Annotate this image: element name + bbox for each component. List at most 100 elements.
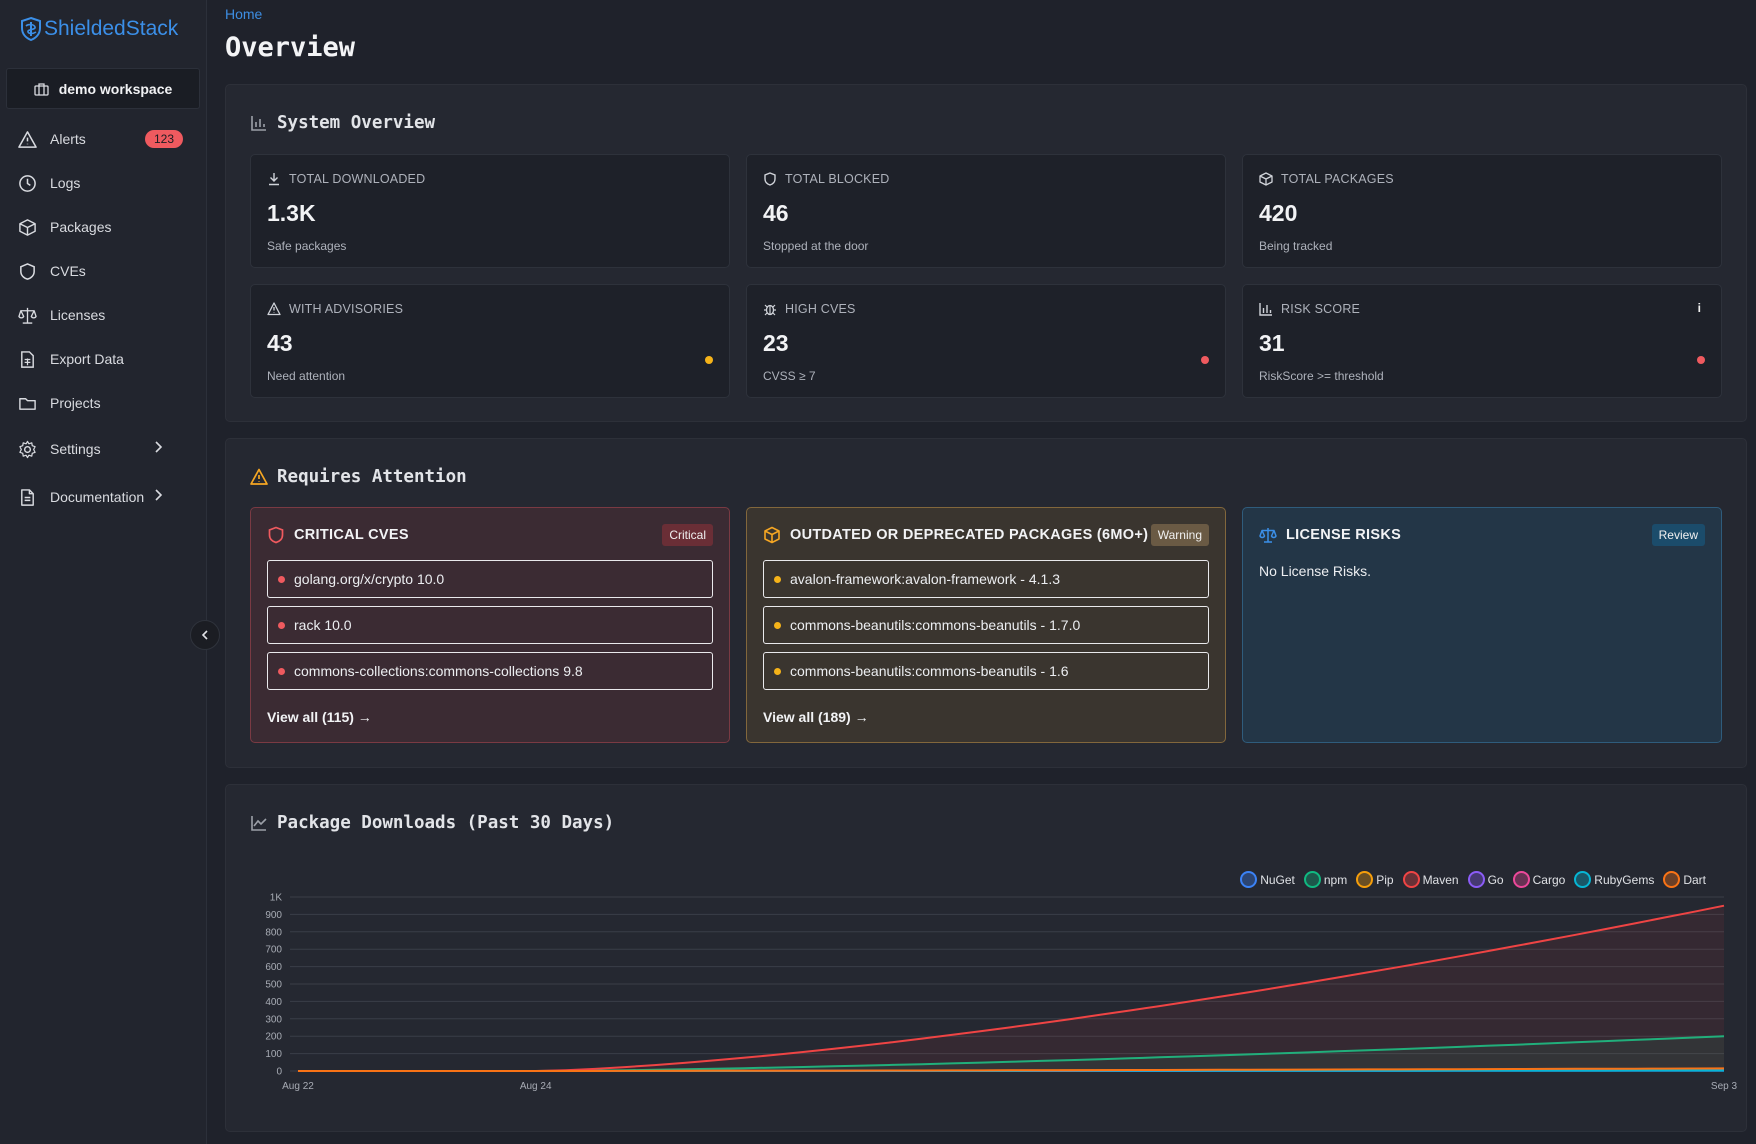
stat-value: 31 xyxy=(1259,330,1285,356)
stat-value: 1.3K xyxy=(267,200,316,226)
shield-icon xyxy=(20,262,35,280)
bug-icon xyxy=(764,304,776,316)
legend-swatch xyxy=(1512,871,1530,888)
scale-icon xyxy=(1259,528,1277,543)
legend-swatch xyxy=(1303,871,1321,888)
app-name: ShieldedStack xyxy=(44,17,179,40)
y-tick-label: 400 xyxy=(265,997,282,1008)
legend-swatch xyxy=(1240,871,1258,888)
stat-value: 46 xyxy=(763,200,789,226)
stat-label: WITH ADVISORIES xyxy=(289,302,404,316)
legend-item[interactable]: Dart xyxy=(1663,871,1706,888)
gear-icon xyxy=(19,440,36,458)
list-item[interactable]: golang.org/x/crypto 10.0 xyxy=(267,560,713,598)
card-title: LICENSE RISKS xyxy=(1286,527,1402,543)
status-dot xyxy=(278,667,285,675)
view-all-link[interactable]: View all (115) → xyxy=(267,709,372,725)
status-dot xyxy=(1201,356,1209,364)
status-dot xyxy=(774,621,781,629)
info-icon[interactable]: i xyxy=(1697,301,1701,315)
legend-item[interactable]: Maven xyxy=(1402,871,1459,888)
card-title: OUTDATED OR DEPRECATED PACKAGES (6MO+) xyxy=(790,527,1149,543)
legend-item[interactable]: Go xyxy=(1467,871,1504,888)
y-tick-label: 700 xyxy=(265,945,282,956)
card-title: CRITICAL CVES xyxy=(294,527,409,543)
sidebar-item-label: Projects xyxy=(50,395,101,411)
y-tick-label: 1K xyxy=(270,893,283,904)
sidebar-item-licenses[interactable]: Licenses xyxy=(0,293,206,337)
legend-item[interactable]: Pip xyxy=(1356,871,1394,888)
list-item[interactable]: avalon-framework:avalon-framework - 4.1.… xyxy=(763,560,1209,598)
chevron-right-icon xyxy=(155,489,163,501)
legend-item[interactable]: RubyGems xyxy=(1574,871,1654,888)
status-dot xyxy=(774,667,781,675)
sidebar-item-settings[interactable]: Settings xyxy=(0,425,206,473)
legend-label: NuGet xyxy=(1260,872,1295,887)
stat-value: 43 xyxy=(267,330,293,356)
legend-label: Go xyxy=(1487,872,1504,887)
line-chart-icon xyxy=(251,816,267,831)
app-logo[interactable]: ShieldedStack xyxy=(0,0,206,58)
sidebar-item-logs[interactable]: Logs xyxy=(0,161,206,205)
package-icon xyxy=(19,218,36,236)
sidebar-item-alerts[interactable]: Alerts 123 xyxy=(0,117,206,161)
legend-item[interactable]: Cargo xyxy=(1512,871,1566,888)
sidebar-item-label: Export Data xyxy=(50,351,124,367)
stat-subtitle: Need attention xyxy=(267,369,346,383)
stat-subtitle: Being tracked xyxy=(1259,239,1333,253)
stat-card-total-downloaded[interactable]: TOTAL DOWNLOADED 1.3K Safe packages xyxy=(250,154,730,268)
status-dot xyxy=(278,621,285,629)
sidebar-item-label: Licenses xyxy=(50,307,106,323)
sidebar-item-label: CVEs xyxy=(50,263,86,279)
download-icon xyxy=(269,173,279,186)
stat-card-total-packages[interactable]: TOTAL PACKAGES 420 Being tracked xyxy=(1242,154,1722,268)
briefcase-icon xyxy=(34,82,49,96)
legend-label: Cargo xyxy=(1532,872,1566,887)
package-icon xyxy=(764,526,780,544)
package-icon xyxy=(1259,172,1273,186)
review-tag: Review xyxy=(1651,524,1705,546)
sidebar-item-documentation[interactable]: Documentation xyxy=(0,473,206,521)
stat-label: HIGH CVES xyxy=(785,302,856,316)
y-tick-label: 900 xyxy=(265,910,282,921)
chevron-right-icon xyxy=(155,441,163,453)
stat-card-with-advisories[interactable]: WITH ADVISORIES 43 Need attention xyxy=(250,284,730,398)
requires-attention-section: Requires Attention CRITICAL CVES Critica… xyxy=(225,438,1747,768)
stat-label: RISK SCORE xyxy=(1281,302,1361,316)
sidebar-item-label: Alerts xyxy=(50,131,86,147)
stat-card-total-blocked[interactable]: TOTAL BLOCKED 46 Stopped at the door xyxy=(746,154,1226,268)
sidebar-item-label: Settings xyxy=(50,441,101,457)
sidebar-collapse-button[interactable] xyxy=(190,620,220,650)
stat-card-high-cves[interactable]: HIGH CVES 23 CVSS ≥ 7 xyxy=(746,284,1226,398)
stat-subtitle: Safe packages xyxy=(267,239,347,253)
y-tick-label: 200 xyxy=(265,1032,282,1043)
sidebar-item-packages[interactable]: Packages xyxy=(0,205,206,249)
sidebar-nav: Alerts 123 Logs Packages CVEs Licenses E… xyxy=(0,117,206,521)
view-all-link[interactable]: View all (189) → xyxy=(763,709,869,725)
list-item[interactable]: commons-beanutils:commons-beanutils - 1.… xyxy=(763,652,1209,690)
sidebar-item-export-data[interactable]: Export Data xyxy=(0,337,206,381)
critical-cves-card: CRITICAL CVES Critical golang.org/x/cryp… xyxy=(250,507,730,743)
stat-value: 420 xyxy=(1259,200,1298,226)
workspace-selector[interactable]: demo workspace xyxy=(6,68,200,109)
y-tick-label: 500 xyxy=(265,980,282,991)
legend-item[interactable]: NuGet xyxy=(1240,871,1295,888)
file-spreadsheet-icon xyxy=(21,350,34,368)
shield-icon xyxy=(268,526,284,544)
legend-swatch xyxy=(1356,871,1374,888)
stat-card-risk-score[interactable]: RISK SCORE i 31 RiskScore >= threshold xyxy=(1242,284,1722,398)
list-item[interactable]: commons-beanutils:commons-beanutils - 1.… xyxy=(763,606,1209,644)
legend-item[interactable]: npm xyxy=(1303,871,1347,888)
warning-tag: Warning xyxy=(1150,524,1209,546)
breadcrumb-home[interactable]: Home xyxy=(225,6,263,22)
list-item[interactable]: commons-collections:commons-collections … xyxy=(267,652,713,690)
stat-subtitle: CVSS ≥ 7 xyxy=(763,369,816,383)
y-tick-label: 600 xyxy=(265,962,282,973)
section-title: Package Downloads (Past 30 Days) xyxy=(250,813,614,833)
y-tick-label: 800 xyxy=(265,927,282,938)
sidebar: ShieldedStack demo workspace Alerts 123 … xyxy=(0,0,207,1144)
sidebar-item-projects[interactable]: Projects xyxy=(0,381,206,425)
list-item[interactable]: rack 10.0 xyxy=(267,606,713,644)
sidebar-item-cves[interactable]: CVEs xyxy=(0,249,206,293)
section-title: System Overview xyxy=(250,113,435,133)
